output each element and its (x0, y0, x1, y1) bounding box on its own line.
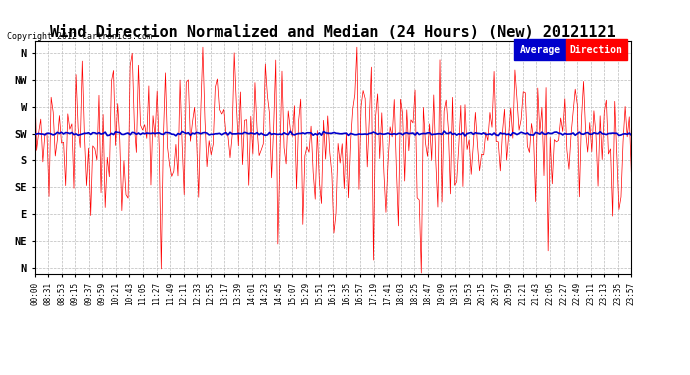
Text: Copyright 2012 Cartronics.com: Copyright 2012 Cartronics.com (7, 32, 152, 41)
Text: Average: Average (520, 45, 560, 55)
Text: Direction: Direction (570, 45, 622, 55)
Title: Wind Direction Normalized and Median (24 Hours) (New) 20121121: Wind Direction Normalized and Median (24… (50, 25, 615, 40)
